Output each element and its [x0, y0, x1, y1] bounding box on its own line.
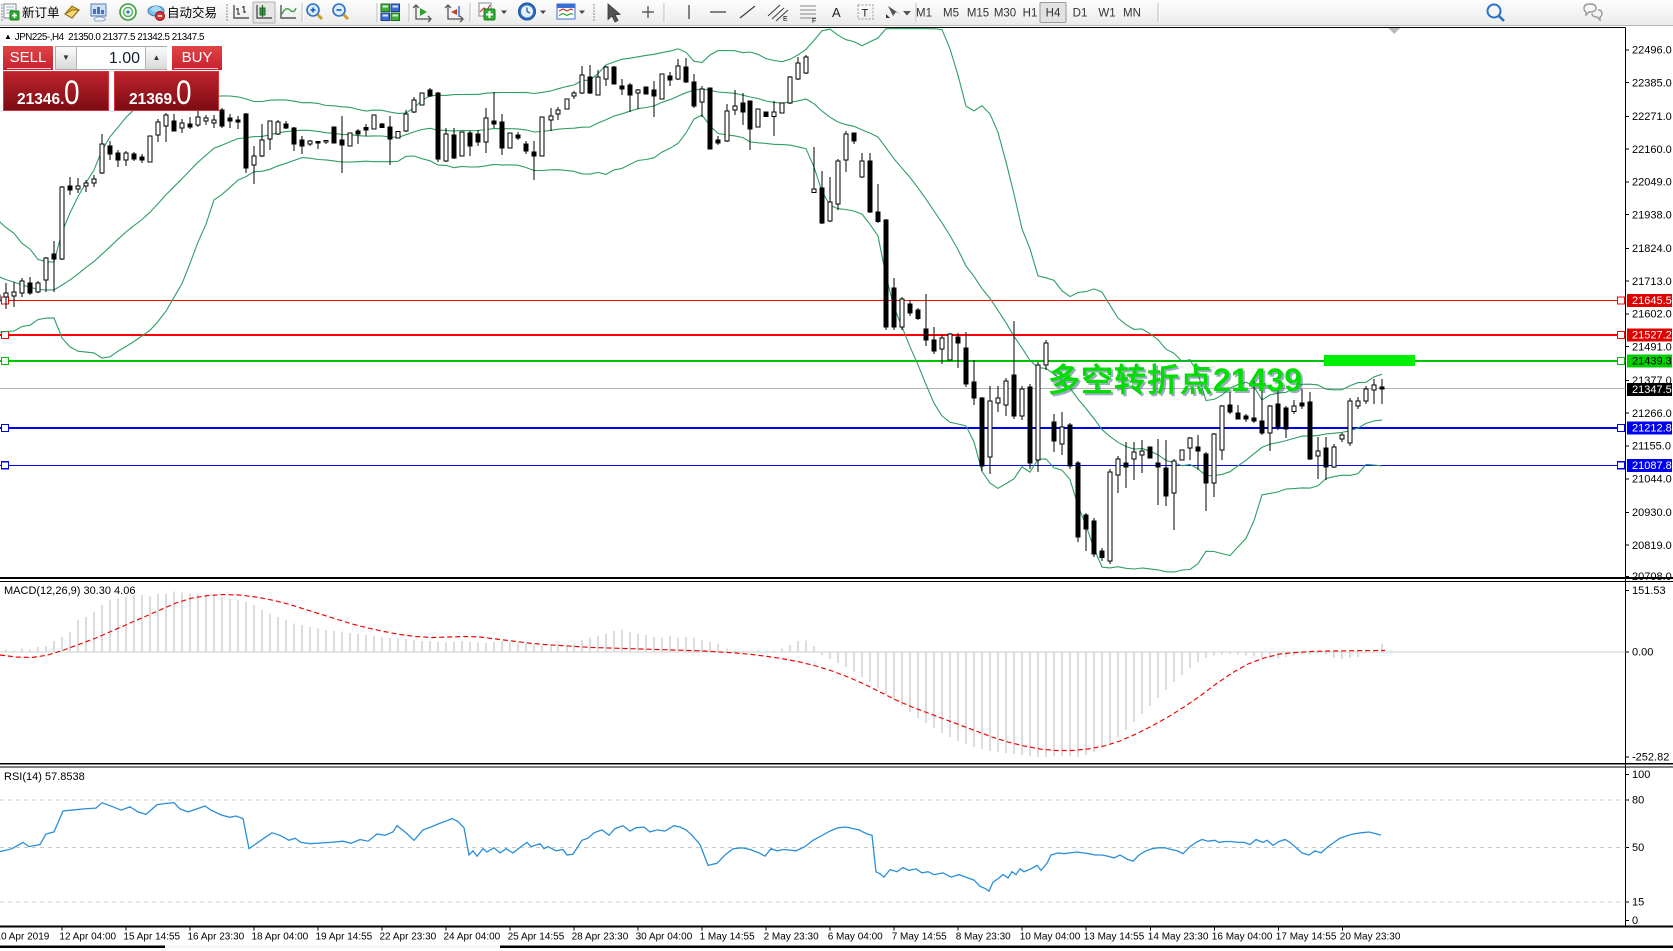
svg-text:10 May 04:00: 10 May 04:00 [1020, 932, 1081, 943]
svg-text:RSI(14) 57.8538: RSI(14) 57.8538 [4, 771, 85, 783]
svg-text:16 Apr 23:30: 16 Apr 23:30 [188, 932, 245, 943]
svg-text:M30: M30 [994, 8, 1016, 20]
svg-text:新订单: 新订单 [22, 5, 60, 20]
svg-text:MN: MN [1123, 8, 1141, 20]
svg-text:21602.0: 21602.0 [1632, 309, 1672, 321]
svg-text:T: T [862, 8, 869, 20]
svg-text:16 May 04:00: 16 May 04:00 [1212, 932, 1273, 943]
svg-text:0.00: 0.00 [1632, 647, 1653, 659]
svg-text:22 Apr 23:30: 22 Apr 23:30 [380, 932, 437, 943]
svg-text:50: 50 [1632, 842, 1644, 854]
svg-text:6 May 04:00: 6 May 04:00 [828, 932, 883, 943]
svg-text:14 May 23:30: 14 May 23:30 [1148, 932, 1209, 943]
svg-text:28 Apr 23:30: 28 Apr 23:30 [572, 932, 629, 943]
svg-text:-252.82: -252.82 [1632, 752, 1669, 764]
svg-text:15 Apr 14:55: 15 Apr 14:55 [123, 932, 180, 943]
svg-text:20708.0: 20708.0 [1632, 571, 1672, 583]
svg-text:D1: D1 [1073, 8, 1088, 20]
svg-text:21044.0: 21044.0 [1632, 474, 1672, 486]
svg-text:21087.8: 21087.8 [1632, 460, 1672, 472]
svg-text:MACD(12,26,9) 30.30 4.06: MACD(12,26,9) 30.30 4.06 [4, 585, 135, 597]
svg-text:2 May 23:30: 2 May 23:30 [764, 932, 819, 943]
svg-text:21713.0: 21713.0 [1632, 276, 1672, 288]
svg-text:A: A [832, 5, 841, 20]
svg-text:20930.0: 20930.0 [1632, 507, 1672, 519]
svg-text:H1: H1 [1023, 8, 1038, 20]
svg-text:20 May 23:30: 20 May 23:30 [1340, 932, 1401, 943]
svg-text:8 May 23:30: 8 May 23:30 [956, 932, 1011, 943]
svg-text:19 Apr 14:55: 19 Apr 14:55 [316, 932, 373, 943]
svg-text:21266.0: 21266.0 [1632, 408, 1672, 420]
svg-text:13 May 14:55: 13 May 14:55 [1084, 932, 1145, 943]
svg-text:21212.8: 21212.8 [1632, 423, 1672, 435]
svg-text:M1: M1 [916, 8, 932, 20]
svg-text:H4: H4 [1046, 8, 1061, 20]
svg-text:E: E [783, 16, 788, 23]
svg-text:22496.0: 22496.0 [1632, 45, 1672, 57]
svg-text:22271.0: 22271.0 [1632, 111, 1672, 123]
svg-text:30 Apr 04:00: 30 Apr 04:00 [636, 932, 693, 943]
svg-text:22385.0: 22385.0 [1632, 77, 1672, 89]
svg-text:21527.2: 21527.2 [1632, 330, 1672, 342]
svg-text:12 Apr 04:00: 12 Apr 04:00 [59, 932, 116, 943]
svg-text:22160.0: 22160.0 [1632, 144, 1672, 156]
svg-text:21439.3: 21439.3 [1632, 356, 1672, 368]
svg-text:10 Apr 2019: 10 Apr 2019 [0, 932, 50, 943]
svg-text:18 Apr 04:00: 18 Apr 04:00 [252, 932, 309, 943]
svg-text:21645.5: 21645.5 [1632, 295, 1672, 307]
svg-text:21824.0: 21824.0 [1632, 243, 1672, 255]
svg-text:15: 15 [1632, 897, 1644, 909]
svg-text:21347.5: 21347.5 [1632, 384, 1672, 396]
svg-text:25 Apr 14:55: 25 Apr 14:55 [508, 932, 565, 943]
svg-text:100: 100 [1632, 769, 1650, 781]
svg-text:W1: W1 [1098, 8, 1115, 20]
svg-text:21491.0: 21491.0 [1632, 341, 1672, 353]
svg-text:M15: M15 [967, 8, 989, 20]
svg-text:24 Apr 04:00: 24 Apr 04:00 [444, 932, 501, 943]
svg-text:21155.0: 21155.0 [1632, 441, 1671, 453]
svg-text:7 May 14:55: 7 May 14:55 [892, 932, 947, 943]
svg-text:151.53: 151.53 [1632, 585, 1666, 597]
svg-text:20819.0: 20819.0 [1632, 540, 1672, 552]
svg-text:自动交易: 自动交易 [167, 5, 217, 20]
svg-text:22049.0: 22049.0 [1632, 177, 1672, 189]
svg-text:80: 80 [1632, 795, 1644, 807]
svg-text:F: F [812, 18, 816, 25]
svg-text:0: 0 [1632, 915, 1638, 927]
svg-text:1 May 14:55: 1 May 14:55 [700, 932, 755, 943]
svg-text:21938.0: 21938.0 [1632, 209, 1672, 221]
svg-text:M5: M5 [943, 8, 959, 20]
svg-text:17 May 14:55: 17 May 14:55 [1276, 932, 1337, 943]
